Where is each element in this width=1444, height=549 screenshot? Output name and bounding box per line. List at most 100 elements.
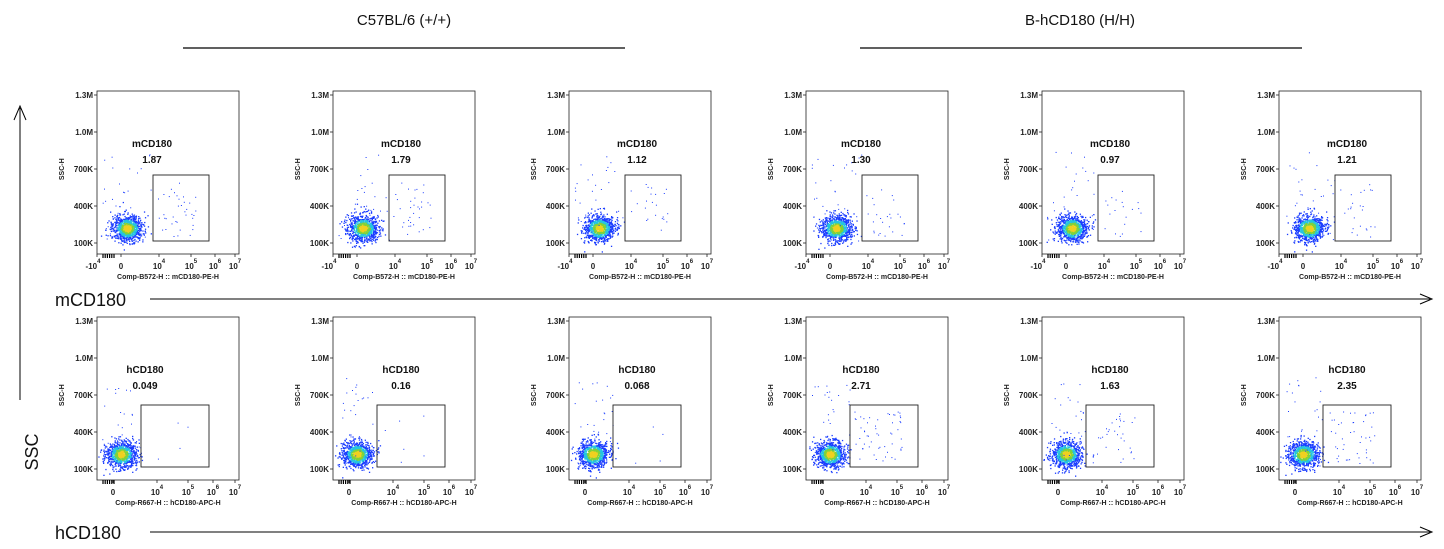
- event-dot: [838, 221, 840, 223]
- event-dot: [371, 240, 373, 243]
- event-dot: [348, 234, 350, 236]
- event-dot: [1072, 237, 1075, 239]
- event-dot: [1059, 214, 1061, 216]
- outlier-event: [340, 238, 342, 239]
- event-dot: [837, 220, 839, 222]
- event-dot: [1062, 219, 1065, 221]
- outlier-event: [1061, 239, 1063, 240]
- event-dot: [135, 225, 137, 227]
- event-dot: [606, 233, 608, 235]
- event-dot: [111, 237, 113, 239]
- event-dot: [1077, 230, 1079, 233]
- event-dot: [369, 224, 371, 226]
- event-dot: [616, 222, 619, 224]
- event-dot: [1056, 232, 1058, 234]
- event-dot: [590, 224, 592, 226]
- event-dot: [832, 236, 834, 238]
- event-dot: [832, 215, 834, 217]
- event-dot: [586, 230, 588, 232]
- event-dot: [832, 231, 834, 233]
- gated-event: [179, 229, 181, 231]
- event-dot: [1068, 222, 1070, 224]
- event-dot: [119, 220, 121, 222]
- event-dot: [116, 215, 118, 217]
- event-dot: [112, 225, 114, 227]
- event-dot: [118, 222, 121, 224]
- outlier-event: [137, 172, 138, 174]
- event-dot: [1080, 235, 1082, 237]
- event-dot: [369, 240, 371, 242]
- event-dot: [608, 228, 611, 230]
- event-dot: [360, 219, 362, 221]
- event-dot: [356, 228, 358, 230]
- event-dot: [1071, 223, 1073, 225]
- event-dot: [617, 226, 619, 229]
- event-dot: [359, 223, 362, 225]
- event-dot: [597, 235, 599, 237]
- event-dot: [830, 236, 833, 238]
- event-dot: [603, 207, 605, 209]
- gated-event: [650, 193, 652, 195]
- event-dot: [111, 223, 113, 225]
- event-dot: [379, 229, 382, 231]
- x-tick-label: 107: [229, 259, 242, 271]
- event-dot: [608, 227, 611, 229]
- event-dot: [1086, 232, 1088, 234]
- event-dot: [829, 228, 831, 230]
- event-dot: [1058, 233, 1060, 236]
- event-dot: [1068, 239, 1070, 242]
- event-dot: [833, 224, 835, 226]
- event-dot: [847, 238, 849, 241]
- event-dot: [824, 229, 826, 231]
- event-dot: [1081, 241, 1083, 243]
- event-dot: [347, 214, 350, 217]
- event-dot: [141, 226, 143, 228]
- event-dot: [1091, 227, 1093, 230]
- event-dot: [115, 237, 117, 239]
- event-dot: [845, 232, 847, 234]
- event-dot: [1070, 233, 1072, 235]
- event-dot: [381, 229, 383, 231]
- event-dot: [1058, 216, 1060, 218]
- event-dot: [144, 228, 147, 230]
- event-dot: [606, 219, 608, 221]
- event-dot: [119, 220, 122, 222]
- event-dot: [851, 231, 853, 233]
- event-dot: [832, 234, 834, 236]
- event-dot: [587, 226, 589, 229]
- event-dot: [1075, 225, 1077, 227]
- event-dot: [350, 219, 352, 222]
- event-dot: [596, 235, 598, 238]
- event-dot: [357, 217, 359, 219]
- event-dot: [598, 236, 600, 238]
- event-dot: [586, 232, 589, 234]
- event-dot: [376, 238, 378, 241]
- event-dot: [829, 211, 831, 213]
- event-dot: [117, 226, 119, 228]
- event-dot: [1055, 216, 1057, 219]
- gated-event: [630, 190, 632, 192]
- event-dot: [370, 237, 372, 240]
- event-dot: [120, 222, 123, 225]
- x-tick-label: 106: [445, 259, 458, 271]
- event-dot: [128, 229, 130, 231]
- event-dot: [848, 233, 850, 236]
- row1-axis-arrowhead: [1419, 293, 1434, 305]
- event-dot: [587, 215, 589, 217]
- gated-event: [178, 198, 180, 200]
- outlier-event: [385, 197, 387, 199]
- y-tick-label: 700K: [74, 165, 93, 174]
- event-dot: [602, 224, 604, 226]
- event-dot: [122, 234, 124, 237]
- event-dot: [126, 218, 128, 220]
- event-dot: [132, 220, 134, 223]
- event-dot: [843, 222, 845, 224]
- event-dot: [356, 203, 359, 205]
- outlier-event: [139, 236, 141, 238]
- event-dot: [594, 227, 596, 229]
- event-dot: [1076, 239, 1078, 241]
- event-dot: [125, 241, 127, 243]
- event-dot: [134, 219, 136, 221]
- event-dot: [135, 224, 137, 226]
